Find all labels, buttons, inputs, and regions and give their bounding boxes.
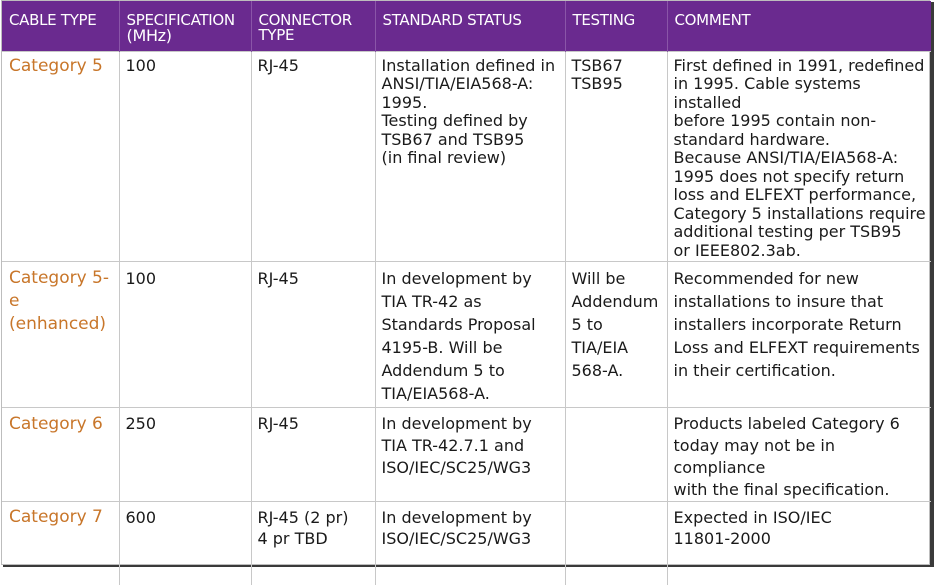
cell-testing: Will be Addendum 5 to TIA/EIA 568-A.: [565, 260, 668, 407]
cell-specification: 100: [119, 50, 252, 261]
table-row: Category 7 600 RJ-45 (2 pr) 4 pr TBD In …: [2, 500, 931, 585]
header-testing-label: TESTING: [572, 11, 636, 29]
cell-connector-type: RJ-45: [251, 50, 376, 261]
cell-comment: Recommended for new installations to ins…: [667, 260, 931, 407]
cell-connector-type: RJ-45: [251, 260, 376, 407]
header-comment: COMMENT: [667, 1, 931, 51]
cell-testing: TSB67 TSB95: [565, 50, 668, 261]
header-specification-label: SPECIFICATION: [126, 11, 236, 29]
cell-cable-type: Category 5: [2, 50, 120, 261]
header-row: CABLE TYPE SPECIFICATION (MHz) CONNECTOR…: [2, 1, 931, 51]
cell-specification: 250: [119, 406, 252, 501]
header-testing: TESTING: [565, 1, 668, 51]
cell-standard-status: Installation defined in ANSI/TIA/EIA568-…: [375, 50, 566, 261]
header-cable-type-label: CABLE TYPE: [9, 11, 97, 29]
header-connector-type-label: CONNECTOR TYPE: [258, 11, 353, 44]
cell-testing: [565, 406, 668, 501]
cell-specification: 100: [119, 260, 252, 407]
header-standard-status: STANDARD STATUS: [375, 1, 566, 51]
header-specification: SPECIFICATION (MHz): [119, 1, 252, 51]
page-shadow-right: [930, 2, 934, 567]
table-row: Category 5 100 RJ-45 Installation define…: [2, 50, 931, 261]
header-standard-status-label: STANDARD STATUS: [382, 11, 522, 29]
cell-standard-status: In development by TIA TR-42 as Standards…: [375, 260, 566, 407]
cell-comment: Products labeled Category 6 today may no…: [667, 406, 931, 501]
cell-standard-status: In development by ISO/IEC/SC25/WG3: [375, 500, 566, 585]
cell-cable-type: Category 7: [2, 500, 120, 585]
header-cable-type: CABLE TYPE: [2, 1, 120, 51]
table-row: Category 5-e (enhanced) 100 RJ-45 In dev…: [2, 260, 931, 407]
cell-comment: First defined in 1991, redefined in 1995…: [667, 50, 931, 261]
cell-cable-type: Category 6: [2, 406, 120, 501]
header-specification-unit: (MHz): [126, 26, 173, 45]
header-connector-type: CONNECTOR TYPE: [251, 1, 376, 51]
cell-testing: [565, 500, 668, 585]
header-comment-label: COMMENT: [674, 11, 751, 29]
cell-standard-status: In development by TIA TR-42.7.1 and ISO/…: [375, 406, 566, 501]
cell-specification: 600: [119, 500, 252, 585]
cell-connector-type: RJ-45 (2 pr) 4 pr TBD: [251, 500, 376, 585]
cell-connector-type: RJ-45: [251, 406, 376, 501]
cell-cable-type: Category 5-e (enhanced): [2, 260, 120, 407]
table-row: Category 6 250 RJ-45 In development by T…: [2, 406, 931, 501]
cell-comment: Expected in ISO/IEC 11801-2000: [667, 500, 931, 585]
